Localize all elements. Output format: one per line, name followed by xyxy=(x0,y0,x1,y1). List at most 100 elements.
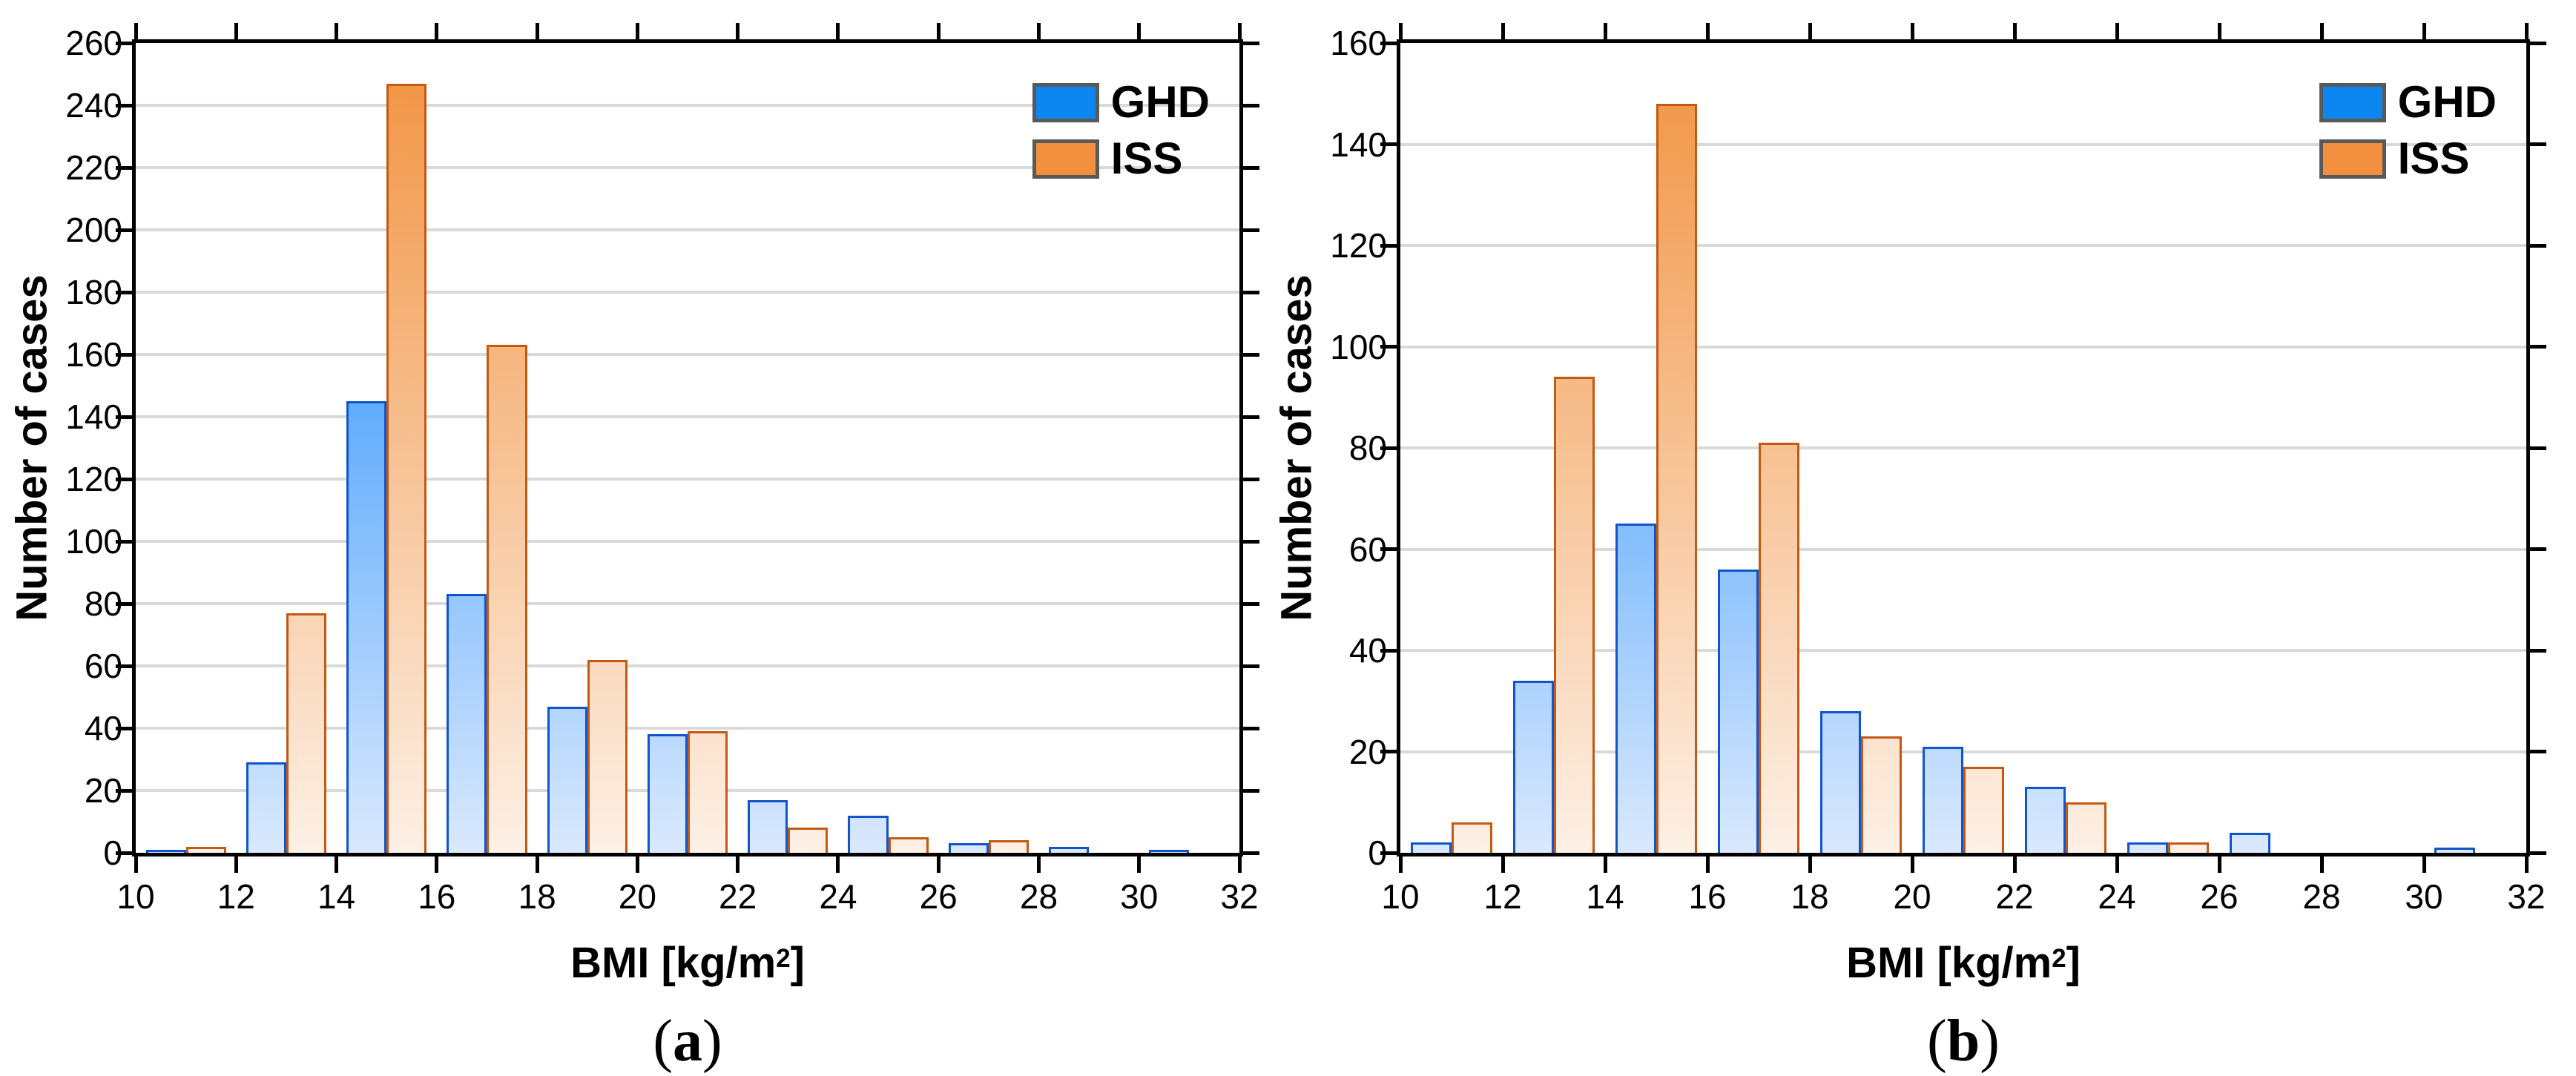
y-tick-left xyxy=(116,103,132,108)
y-tick-label: 40 xyxy=(84,709,122,747)
y-tick-label: 120 xyxy=(1330,226,1387,265)
legend-swatch-ghd xyxy=(1032,82,1099,122)
y-axis-title-a: Number of cases xyxy=(7,274,56,621)
y-tick-right xyxy=(1243,726,1259,730)
y-tick-label: 20 xyxy=(84,771,122,810)
x-tick-label: 14 xyxy=(317,877,356,916)
x-tick-bottom xyxy=(1036,856,1041,873)
x-tick-label: 10 xyxy=(116,877,155,916)
x-tick-label: 30 xyxy=(2405,877,2443,916)
y-tick-left xyxy=(116,539,132,544)
x-axis-title-b: BMI [kg/m2] xyxy=(1400,940,2526,986)
x-tick-bottom xyxy=(635,856,639,873)
y-gridline xyxy=(136,415,1239,418)
x-tick-label: 30 xyxy=(1120,877,1159,916)
y-tick-right xyxy=(1243,290,1259,294)
legend-row-ghd: GHD xyxy=(2319,80,2497,125)
x-tick-label: 14 xyxy=(1586,877,1624,916)
y-tick-right xyxy=(2530,142,2546,146)
x-tick-label: 26 xyxy=(2200,877,2239,916)
x-axis-title-text-a: BMI [kg/m xyxy=(570,939,777,987)
x-tick-top xyxy=(435,23,439,39)
x-tick-label: 22 xyxy=(719,877,757,916)
y-tick-label: 180 xyxy=(65,273,122,311)
y-tick-right xyxy=(2530,648,2546,653)
x-tick-bottom xyxy=(836,856,840,873)
y-gridline xyxy=(1400,649,2526,652)
x-tick-label: 32 xyxy=(2507,877,2546,916)
x-tick-top xyxy=(1910,23,1914,39)
y-tick-left xyxy=(116,415,132,419)
y-tick-left xyxy=(116,477,132,481)
y-tick-label: 40 xyxy=(1348,631,1387,670)
ghd-bar xyxy=(1922,746,1963,853)
ghd-bar xyxy=(948,843,989,853)
y-tick-left xyxy=(116,352,132,357)
y-tick-right xyxy=(2530,41,2546,45)
x-tick-top xyxy=(1705,23,1710,39)
ghd-bar xyxy=(447,594,487,853)
y-tick-label: 80 xyxy=(84,584,122,623)
x-tick-top xyxy=(1398,23,1403,39)
ghd-bar xyxy=(547,706,587,853)
x-tick-bottom xyxy=(1603,856,1607,873)
y-gridline xyxy=(1400,750,2526,753)
x-axis-title-sup-a: 2 xyxy=(776,944,791,973)
x-tick-top xyxy=(836,23,840,39)
x-tick-top xyxy=(2217,23,2221,39)
y-tick-label: 140 xyxy=(1330,125,1387,164)
y-tick-right xyxy=(1243,41,1259,45)
y-tick-left xyxy=(116,41,132,45)
legend-a: GHD ISS xyxy=(1032,80,1210,181)
x-tick-top xyxy=(1501,23,1505,39)
iss-bar xyxy=(1963,766,2005,853)
y-tick-left xyxy=(116,726,132,730)
y-tick-label: 0 xyxy=(1368,834,1387,872)
x-tick-top xyxy=(2012,23,2017,39)
y-tick-left xyxy=(116,664,132,668)
legend-row-iss: ISS xyxy=(1032,136,1210,181)
y-tick-label: 60 xyxy=(1348,529,1387,569)
x-tick-top xyxy=(1237,23,1242,39)
y-gridline xyxy=(136,664,1239,667)
plot-area-b xyxy=(1400,43,2526,853)
x-axis-title-suffix-b: ] xyxy=(2066,939,2081,987)
x-tick-bottom xyxy=(1705,856,1710,873)
y-gridline xyxy=(136,104,1239,107)
x-axis-title-sup-b: 2 xyxy=(2052,944,2066,973)
x-tick-label: 24 xyxy=(2098,877,2136,916)
iss-bar xyxy=(2168,842,2210,853)
y-tick-left xyxy=(116,228,132,232)
x-tick-label: 28 xyxy=(1019,877,1058,916)
x-tick-label: 12 xyxy=(217,877,255,916)
y-tick-left xyxy=(116,851,132,855)
x-tick-top xyxy=(635,23,639,39)
x-tick-bottom xyxy=(1808,856,1812,873)
legend-swatch-iss xyxy=(1032,139,1099,179)
x-tick-top xyxy=(936,23,941,39)
y-tick-label: 160 xyxy=(1330,24,1387,62)
legend-swatch-ghd xyxy=(2319,82,2386,122)
x-tick-bottom xyxy=(1237,856,1242,873)
y-gridline xyxy=(136,540,1239,543)
x-tick-label: 16 xyxy=(1688,877,1727,916)
y-tick-left xyxy=(1380,243,1397,248)
x-tick-top xyxy=(736,23,740,39)
x-tick-top xyxy=(2422,23,2426,39)
x-tick-bottom xyxy=(936,856,941,873)
y-tick-right xyxy=(1243,539,1259,544)
y-tick-label: 20 xyxy=(1348,732,1387,771)
x-tick-label: 22 xyxy=(1995,877,2034,916)
y-tick-right xyxy=(1243,601,1259,606)
plot-area-a xyxy=(136,43,1239,853)
x-tick-label: 16 xyxy=(418,877,456,916)
y-tick-label: 240 xyxy=(65,86,122,125)
ghd-bar xyxy=(1512,680,1554,853)
y-tick-label: 220 xyxy=(65,148,122,187)
iss-bar xyxy=(487,345,527,853)
y-gridline xyxy=(1400,244,2526,247)
legend-b: GHD ISS xyxy=(2319,80,2497,181)
y-gridline xyxy=(1400,446,2526,449)
legend-row-iss: ISS xyxy=(2319,136,2497,181)
